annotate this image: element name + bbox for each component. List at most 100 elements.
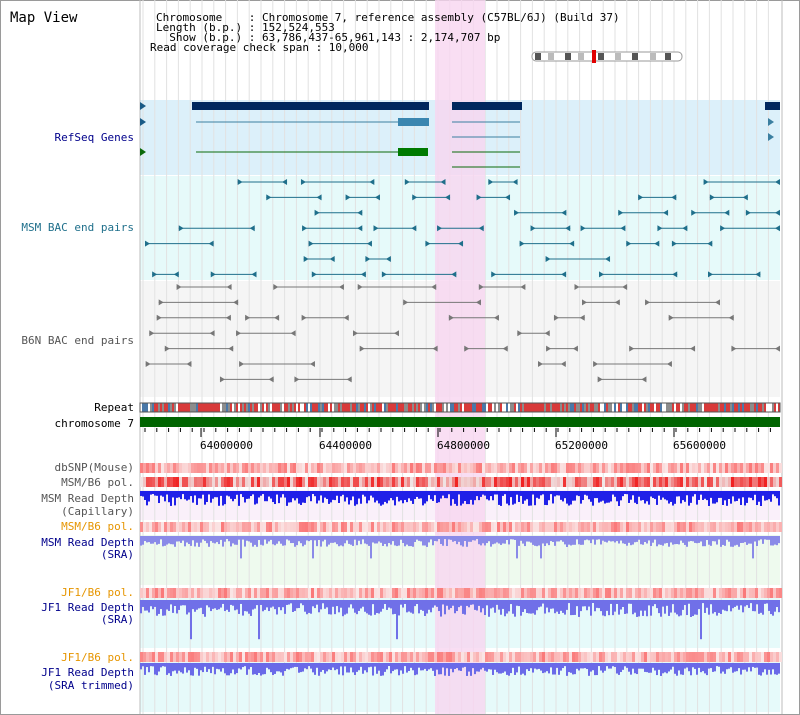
repeat-block bbox=[664, 403, 666, 412]
snp-density-cell bbox=[512, 522, 515, 532]
dbsnp-track-label[interactable]: dbSNP(Mouse) bbox=[54, 461, 134, 474]
jf1-b6-pol-label[interactable]: JF1/B6 pol. bbox=[61, 586, 134, 599]
read-depth-bar bbox=[244, 663, 246, 667]
msm-bac-pair-end bbox=[303, 256, 309, 262]
read-depth-bar bbox=[356, 536, 358, 546]
read-depth-bar bbox=[708, 491, 710, 506]
read-depth-bar bbox=[482, 536, 484, 544]
jf1-depth-label-2[interactable]: (SRA) bbox=[100, 613, 134, 626]
read-depth-bar bbox=[184, 536, 186, 547]
read-depth-bar bbox=[676, 663, 678, 676]
read-depth-bar bbox=[424, 663, 426, 669]
snp-density-cell bbox=[650, 522, 653, 532]
snp-density-cell bbox=[209, 652, 212, 662]
b6n-bac-track-label[interactable]: B6N BAC end pairs bbox=[21, 334, 134, 347]
b6n-bac-pair-end bbox=[352, 330, 358, 337]
msm-bac-pair-end bbox=[369, 179, 375, 185]
read-depth-bar bbox=[312, 491, 314, 495]
snp-density-cell bbox=[572, 652, 575, 662]
snp-density-cell bbox=[410, 588, 413, 598]
snp-density-cell bbox=[485, 522, 488, 532]
read-depth-bar bbox=[506, 600, 508, 614]
snp-density-cell bbox=[551, 522, 554, 532]
snp-density-cell bbox=[632, 588, 635, 598]
read-depth-bar bbox=[370, 536, 372, 559]
snp-density-cell bbox=[623, 588, 626, 598]
b6n-bac-pair-end bbox=[301, 314, 307, 321]
read-depth-bar bbox=[754, 600, 756, 612]
read-depth-bar bbox=[414, 536, 416, 543]
snp-density-cell bbox=[665, 588, 668, 598]
snp-density-cell bbox=[707, 477, 710, 487]
read-depth-bar bbox=[748, 536, 750, 544]
b6n-bac-pair-end bbox=[228, 345, 234, 352]
snp-density-cell bbox=[521, 522, 524, 532]
read-depth-bar bbox=[198, 663, 200, 676]
snp-density-cell bbox=[278, 588, 281, 598]
read-depth-bar bbox=[534, 536, 536, 546]
jf1-trim-label-1[interactable]: JF1 Read Depth bbox=[41, 666, 134, 679]
msm-depth-sra-label-1[interactable]: MSM Read Depth bbox=[41, 536, 134, 549]
refseq-track-label[interactable]: RefSeq Genes bbox=[54, 131, 134, 144]
snp-density-cell bbox=[776, 652, 779, 662]
snp-density-cell bbox=[701, 463, 704, 473]
read-depth-bar bbox=[388, 663, 390, 667]
read-depth-bar bbox=[644, 600, 646, 611]
snp-density-cell bbox=[488, 463, 491, 473]
snp-density-cell bbox=[755, 463, 758, 473]
read-depth-bar bbox=[262, 600, 264, 612]
read-depth-bar bbox=[292, 600, 294, 613]
b6n-bac-pair-end bbox=[239, 361, 245, 367]
msm-bac-pair-end bbox=[626, 240, 632, 247]
read-depth-bar bbox=[208, 491, 210, 495]
snp-density-cell bbox=[596, 477, 599, 487]
msm-bac-track-label[interactable]: MSM BAC end pairs bbox=[21, 221, 134, 234]
msm-b6-pol-label[interactable]: MSM/B6 pol. bbox=[61, 476, 134, 489]
read-depth-bar bbox=[148, 663, 150, 673]
jf1-trim-label-2[interactable]: (SRA trimmed) bbox=[47, 679, 134, 692]
read-depth-bar bbox=[222, 600, 224, 604]
msm-bac-pair-end bbox=[437, 225, 443, 232]
msm-depth-capillary-label-1[interactable]: MSM Read Depth bbox=[41, 492, 134, 505]
repeat-block bbox=[296, 403, 298, 412]
msm-bac-pair-end bbox=[561, 209, 567, 216]
read-depth-bar bbox=[282, 491, 284, 495]
snp-density-cell bbox=[716, 522, 719, 532]
read-depth-bar bbox=[290, 600, 292, 604]
read-depth-bar bbox=[402, 491, 404, 504]
read-depth-bar bbox=[406, 663, 408, 673]
snp-density-cell bbox=[569, 522, 572, 532]
repeat-block bbox=[360, 403, 362, 412]
snp-density-cell bbox=[170, 588, 173, 598]
read-depth-bar bbox=[658, 536, 660, 545]
snp-density-cell bbox=[278, 477, 281, 487]
repeat-block bbox=[702, 403, 704, 412]
snp-density-cell bbox=[395, 652, 398, 662]
read-depth-bar bbox=[182, 536, 184, 541]
snp-density-cell bbox=[752, 652, 755, 662]
snp-density-cell bbox=[689, 477, 692, 487]
snp-density-cell bbox=[467, 588, 470, 598]
snp-density-cell bbox=[722, 588, 725, 598]
read-depth-bar bbox=[554, 600, 556, 614]
msm-b6-pol-sra-label[interactable]: MSM/B6 pol. bbox=[61, 520, 134, 533]
read-depth-bar bbox=[264, 536, 266, 540]
read-depth-bar bbox=[600, 536, 602, 545]
jf1-depth-label-1[interactable]: JF1 Read Depth bbox=[41, 601, 134, 614]
jf1-b6-pol-trim-label[interactable]: JF1/B6 pol. bbox=[61, 651, 134, 664]
snp-density-cell bbox=[314, 522, 317, 532]
snp-density-cell bbox=[563, 652, 566, 662]
msm-bac-pair-end bbox=[618, 209, 624, 216]
read-depth-bar bbox=[550, 663, 552, 668]
msm-depth-capillary-label-2[interactable]: (Capillary) bbox=[61, 505, 134, 518]
msm-depth-sra-label-2[interactable]: (SRA) bbox=[100, 548, 134, 561]
snp-density-cell bbox=[305, 588, 308, 598]
read-depth-bar bbox=[448, 491, 450, 495]
repeat-block bbox=[522, 403, 524, 412]
snp-density-cell bbox=[440, 522, 443, 532]
ideogram-position-marker bbox=[592, 50, 596, 63]
read-depth-bar bbox=[218, 491, 220, 506]
repeat-block bbox=[430, 403, 432, 412]
read-depth-bar bbox=[668, 491, 670, 504]
